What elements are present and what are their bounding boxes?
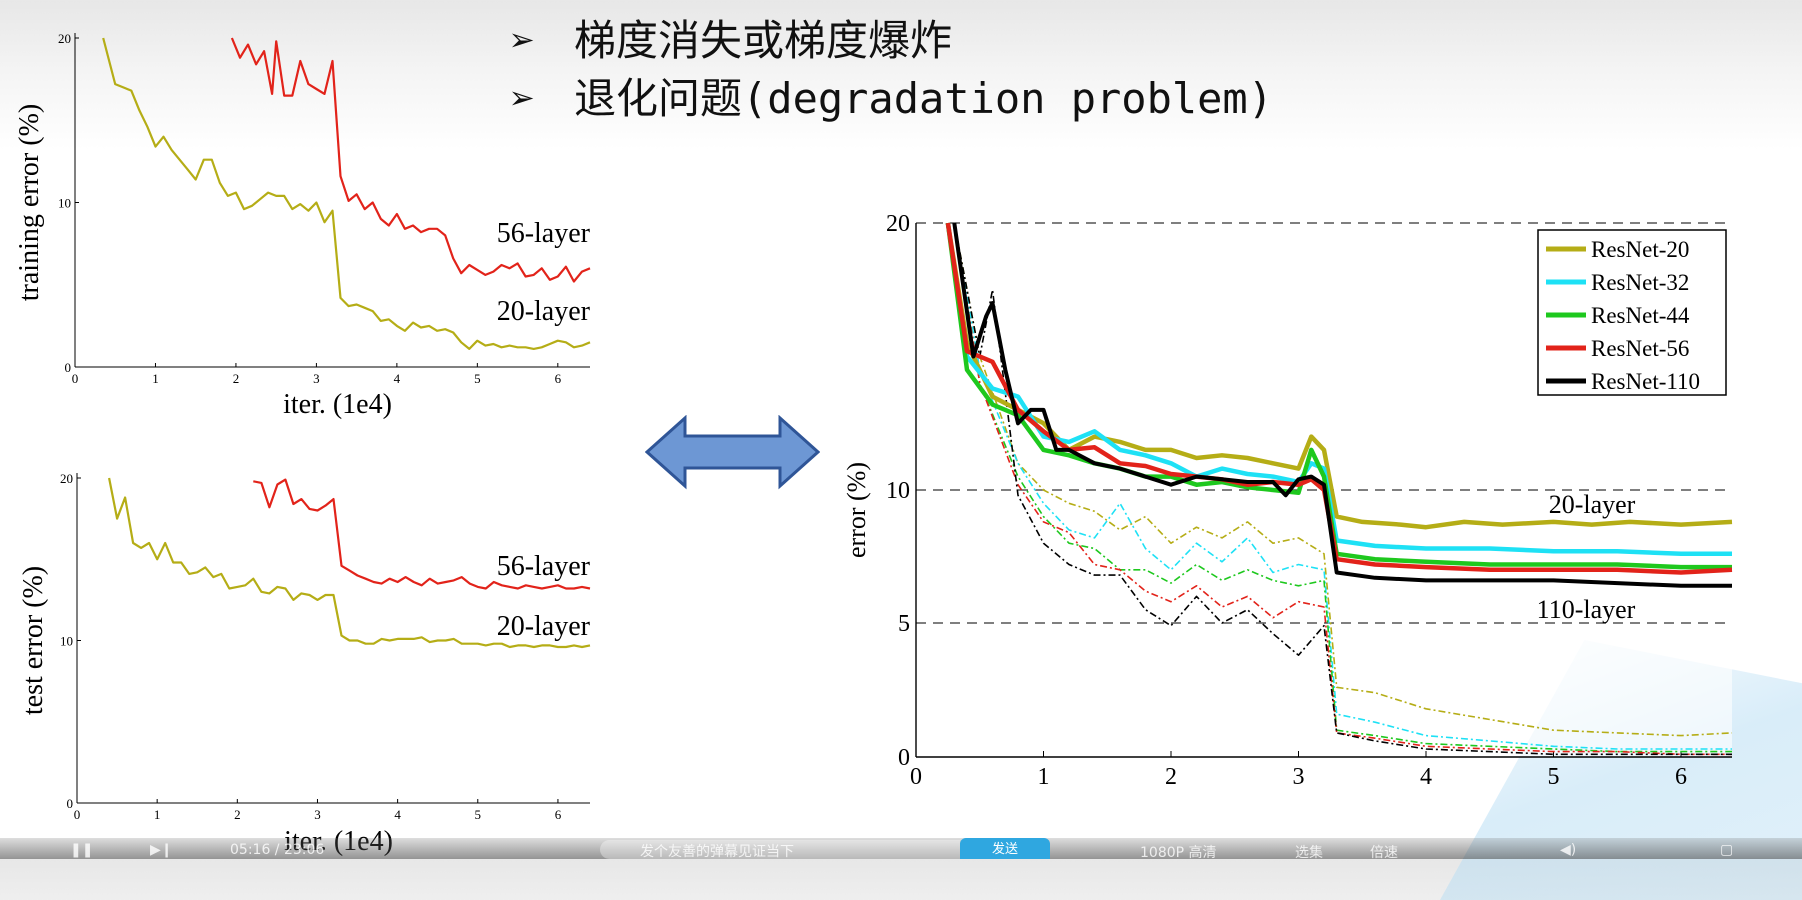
x-tick-label: 0 — [74, 807, 81, 822]
x-tick-label: 6 — [1675, 764, 1687, 790]
y-tick-label: 20 — [60, 471, 73, 486]
x-tick-label: 2 — [233, 371, 240, 386]
x-tick-label: 2 — [234, 807, 241, 822]
x-tick-label: 3 — [1293, 764, 1305, 790]
x-tick-label: 1 — [154, 807, 161, 822]
bullet-2-text: 退化问题(degradation problem) — [574, 74, 1274, 123]
annotation-label: 56-layer — [497, 551, 591, 582]
x-axis-label: iter. (1e4) — [283, 389, 392, 420]
episode-button[interactable]: 选集 — [1295, 845, 1323, 861]
y-axis-label: training error (%) — [14, 104, 45, 301]
danmaku-input[interactable]: 发个友善的弹幕见证当下 — [600, 840, 960, 860]
send-button[interactable]: 发送 — [960, 838, 1050, 859]
y-tick-label: 20 — [58, 31, 71, 46]
series-line-ResNet-20-train — [953, 222, 1733, 737]
x-tick-label: 6 — [555, 807, 562, 822]
y-tick-label: 10 — [60, 634, 73, 649]
y-axis-label: error (%) — [842, 462, 871, 558]
x-tick-label: 5 — [475, 807, 482, 822]
x-tick-label: 3 — [314, 807, 321, 822]
x-tick-label: 4 — [394, 371, 401, 386]
x-tick-label: 0 — [72, 371, 79, 386]
speed-button[interactable]: 倍速 — [1370, 845, 1398, 861]
danmaku-placeholder: 发个友善的弹幕见证当下 — [640, 844, 794, 860]
x-tick-label: 1 — [1038, 764, 1050, 790]
series-line-56-layer — [253, 478, 591, 590]
y-tick-label: 0 — [65, 360, 72, 375]
arrow-bullet-icon: ➢ — [510, 16, 536, 65]
x-tick-label: 3 — [313, 371, 320, 386]
y-tick-label: 10 — [886, 478, 910, 504]
y-tick-label: 20 — [886, 211, 910, 237]
legend-label: ResNet-44 — [1591, 303, 1690, 328]
volume-icon[interactable]: ◀) — [1560, 842, 1577, 858]
resnet-error-chart: 0 5 10 20 0 1 2 3 4 5 6 error (%) 20-layer 110-layer R… — [842, 211, 1733, 790]
time-display: 05:16 / 23:06 — [230, 842, 325, 858]
series-line-ResNet-110-train — [953, 222, 1732, 756]
quality-button[interactable]: 1080P 高清 — [1140, 845, 1217, 861]
training-error-chart: 0 1 2 3 4 5 6 0 10 20 training error (%) iter. (1e4… — [14, 31, 591, 420]
annotation-label: 20-layer — [497, 296, 591, 327]
y-tick-label: 0 — [898, 745, 910, 771]
y-axis-label: test error (%) — [18, 566, 49, 715]
bullet-1-text: 梯度消失或梯度爆炸 — [574, 16, 953, 65]
series-line-ResNet-32 — [945, 222, 1732, 557]
bullet-1: ➢ 梯度消失或梯度爆炸 — [510, 12, 1273, 70]
legend-label: ResNet-110 — [1591, 369, 1700, 394]
series-line-20-layer — [102, 37, 591, 350]
annotation-label: 20-layer — [1549, 490, 1636, 519]
series-line-ResNet-110 — [952, 222, 1732, 588]
series-line-ResNet-56-train — [953, 222, 1732, 756]
slide-bullets: ➢ 梯度消失或梯度爆炸 ➢ 退化问题(degradation problem) — [510, 12, 1273, 128]
fullscreen-icon[interactable]: ▢ — [1720, 842, 1734, 858]
double-headed-arrow-icon — [645, 415, 820, 490]
next-icon[interactable]: ▶❙ — [150, 842, 173, 858]
x-tick-label: 5 — [1548, 764, 1560, 790]
x-tick-label: 5 — [474, 371, 481, 386]
x-tick-label: 6 — [555, 371, 562, 386]
series-line-ResNet-44-train — [953, 222, 1732, 753]
bullet-2: ➢ 退化问题(degradation problem) — [510, 70, 1273, 128]
y-tick-label: 10 — [58, 196, 71, 211]
x-tick-label: 2 — [1165, 764, 1177, 790]
x-tick-label: 4 — [1420, 764, 1432, 790]
annotation-label: 56-layer — [497, 218, 591, 249]
legend-label: ResNet-32 — [1591, 270, 1689, 295]
annotation-label: 20-layer — [497, 611, 591, 642]
series-line-ResNet-20 — [945, 222, 1733, 530]
series-line-20-layer — [108, 477, 591, 649]
legend-label: ResNet-56 — [1591, 336, 1689, 361]
y-tick-label: 5 — [898, 611, 910, 637]
video-player-bar: ❚❚ ▶❙ 05:16 / 23:06 发个友善的弹幕见证当下 发送 1080P… — [0, 838, 1802, 861]
arrow-bullet-icon: ➢ — [510, 74, 536, 123]
x-tick-label: 4 — [394, 807, 401, 822]
x-tick-label: 0 — [910, 764, 922, 790]
annotation-label: 110-layer — [1537, 595, 1636, 624]
series-line-56-layer — [230, 37, 591, 283]
y-tick-label: 0 — [67, 796, 74, 811]
x-tick-label: 1 — [152, 371, 159, 386]
series-line-ResNet-56 — [945, 222, 1733, 575]
series-line-ResNet-32-train — [953, 222, 1732, 750]
pause-icon[interactable]: ❚❚ — [70, 842, 94, 858]
series-line-ResNet-44 — [945, 222, 1732, 570]
legend-label: ResNet-20 — [1591, 237, 1689, 262]
